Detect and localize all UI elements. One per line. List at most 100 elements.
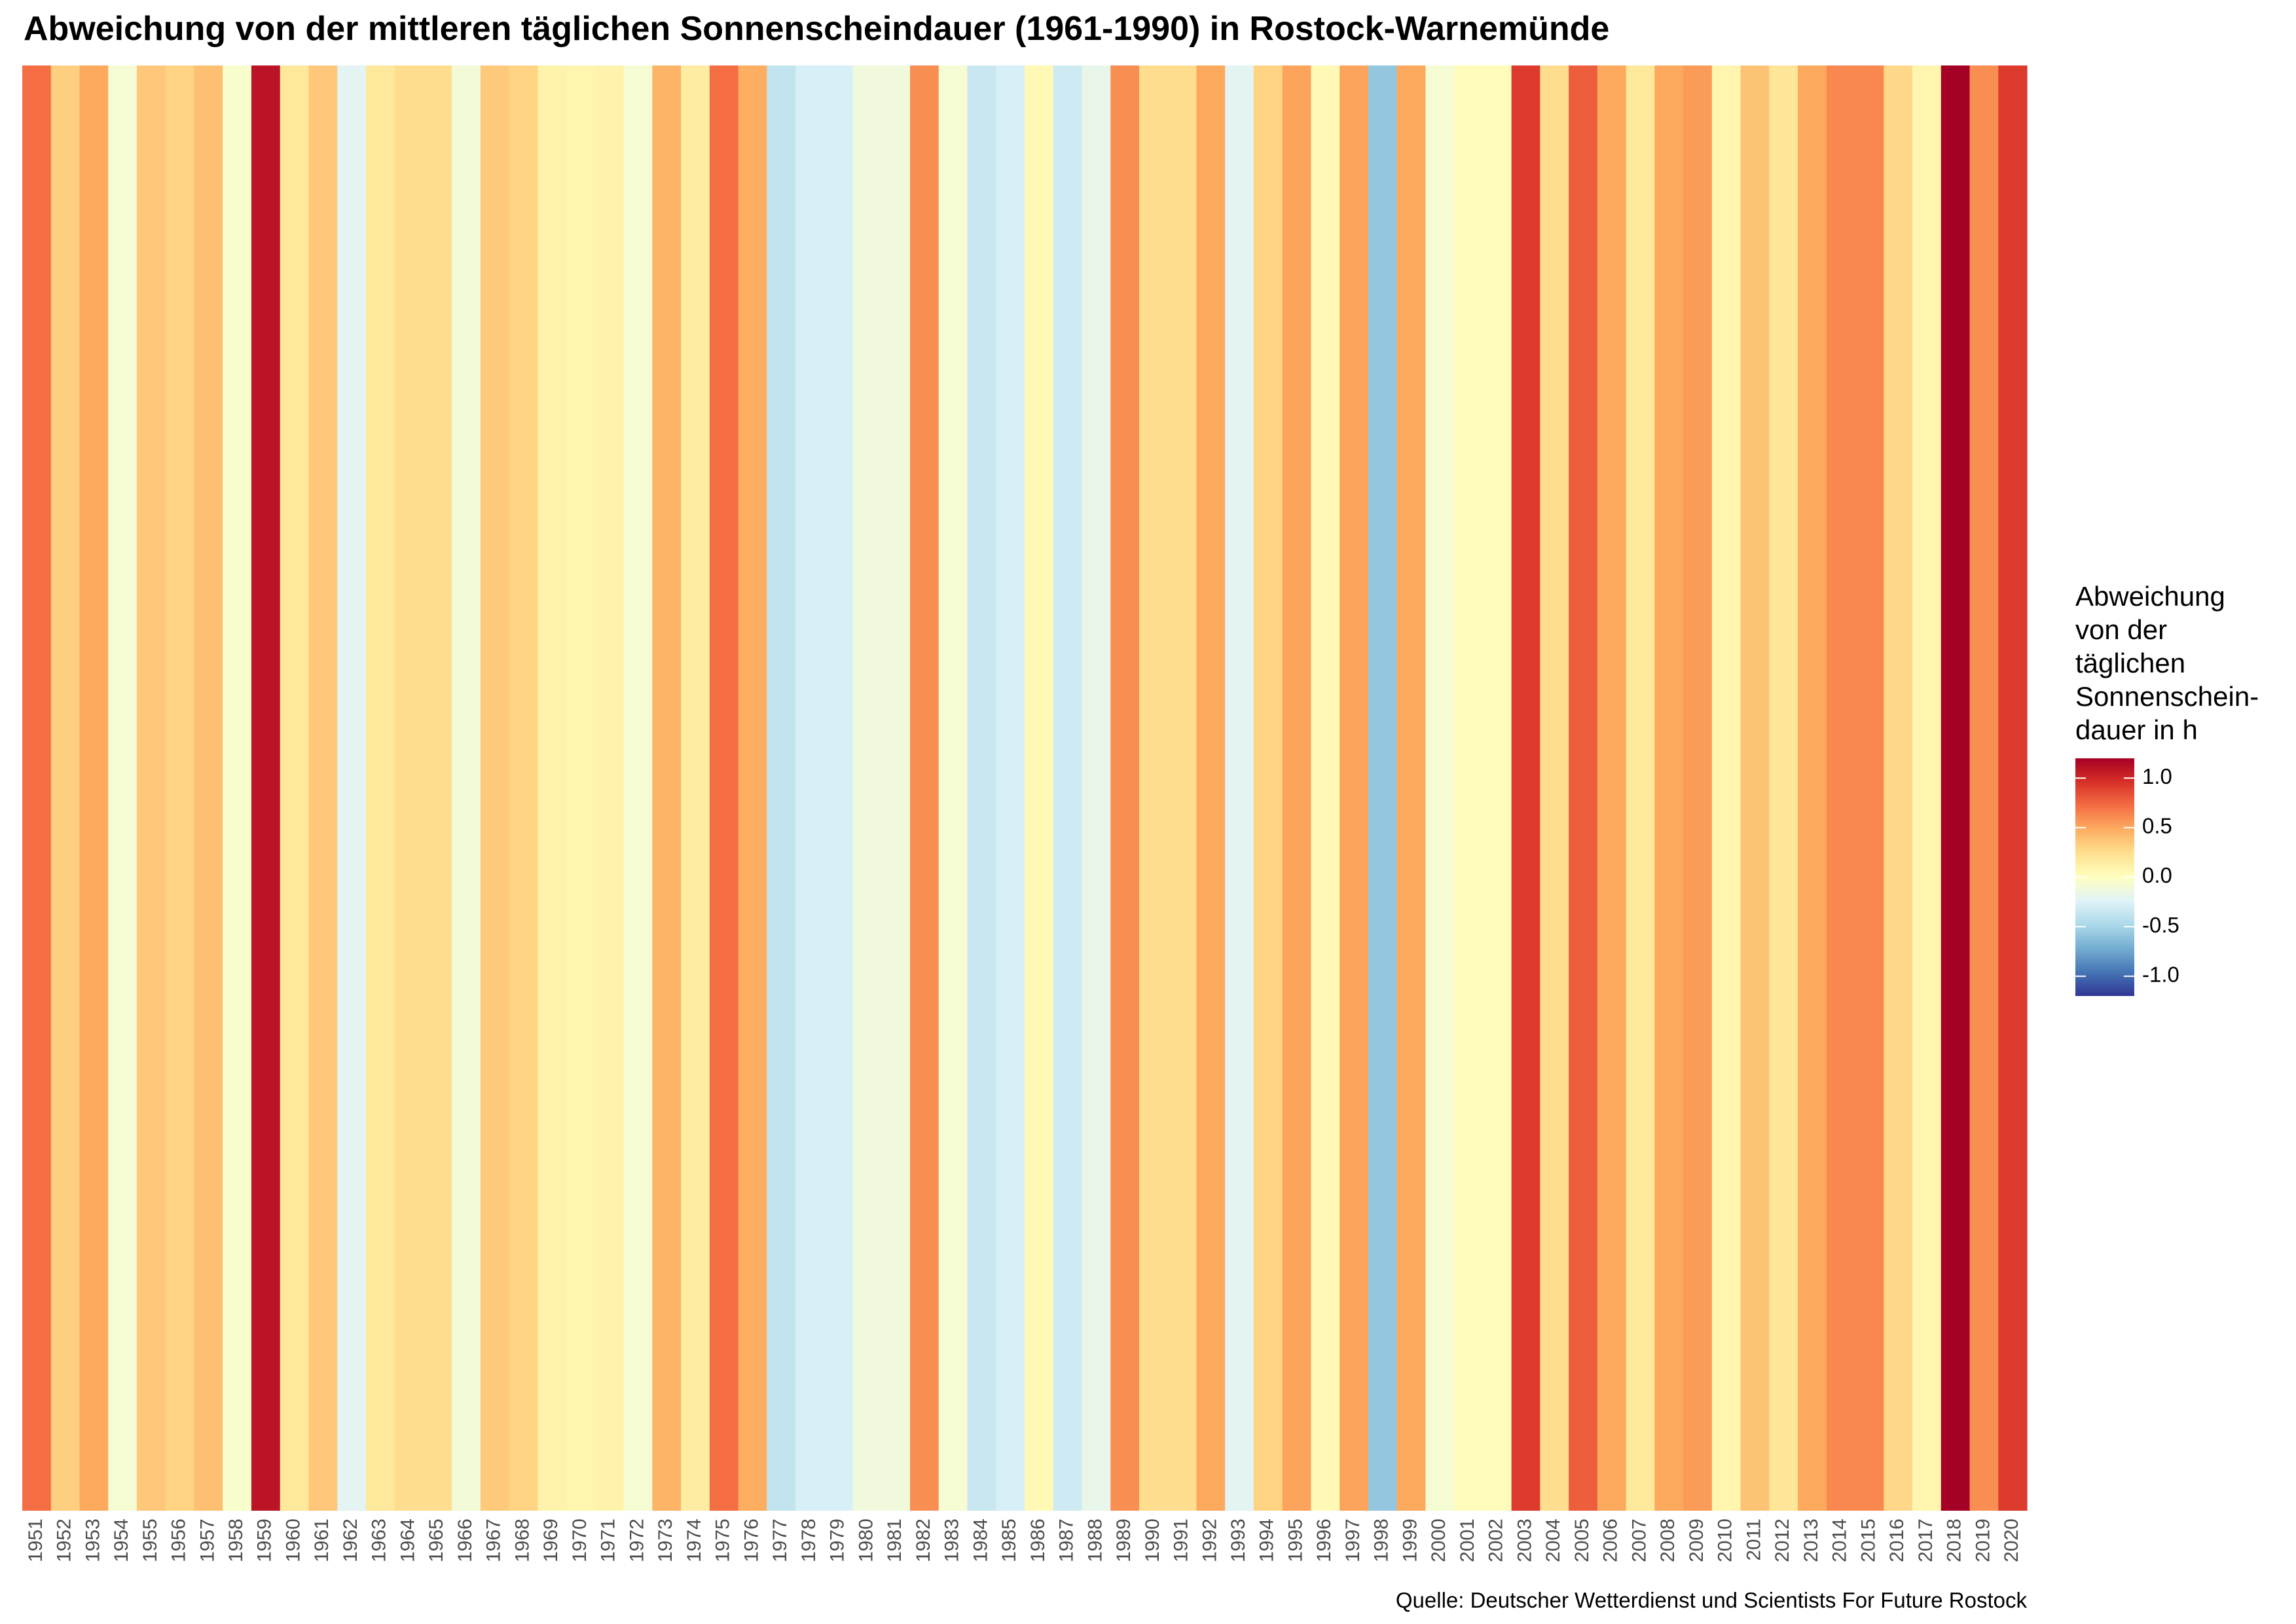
stripe-1991 — [1167, 65, 1197, 1511]
stripe-2014 — [1826, 65, 1856, 1511]
stripe-1958 — [223, 65, 252, 1511]
x-tick-label: 1977 — [769, 1519, 791, 1562]
x-tick-label: 1966 — [454, 1519, 476, 1562]
legend-title-line: täglichen — [2075, 648, 2186, 678]
stripe-2013 — [1798, 65, 1827, 1511]
x-tick-label: 2020 — [2001, 1519, 2022, 1562]
x-tick-label: 2002 — [1485, 1519, 1507, 1562]
stripe-1981 — [881, 65, 911, 1511]
stripe-1951 — [22, 65, 52, 1511]
x-tick-label: 2009 — [1686, 1519, 1707, 1562]
stripe-1993 — [1225, 65, 1254, 1511]
x-tick-label: 1984 — [970, 1519, 991, 1562]
legend-tick-label: 1.0 — [2142, 764, 2172, 788]
x-tick-label: 1989 — [1113, 1519, 1135, 1562]
stripe-2008 — [1654, 65, 1684, 1511]
x-tick-label: 1971 — [598, 1519, 619, 1562]
x-tick-label: 1996 — [1313, 1519, 1335, 1562]
x-tick-label: 1965 — [426, 1519, 447, 1562]
stripe-1999 — [1396, 65, 1426, 1511]
stripe-1953 — [79, 65, 109, 1511]
color-legend: 1.0 0.5 0.0 -0.5 -1.0 — [2075, 758, 2179, 996]
stripe-2000 — [1425, 65, 1455, 1511]
stripe-2017 — [1912, 65, 1942, 1511]
x-tick-label: 1953 — [82, 1519, 103, 1562]
x-tick-label: 2003 — [1514, 1519, 1535, 1562]
stripe-1954 — [108, 65, 137, 1511]
legend-tick-label: 0.5 — [2142, 814, 2172, 838]
x-tick-label: 1981 — [884, 1519, 905, 1562]
x-tick-label: 1998 — [1371, 1519, 1393, 1562]
x-tick-label: 1980 — [855, 1519, 877, 1562]
x-tick-label: 2013 — [1800, 1519, 1822, 1562]
x-tick-label: 2004 — [1542, 1519, 1564, 1562]
stripe-1967 — [480, 65, 510, 1511]
stripe-1969 — [538, 65, 567, 1511]
stripe-1980 — [852, 65, 882, 1511]
stripe-1994 — [1253, 65, 1283, 1511]
x-tick-label: 2017 — [1915, 1519, 1937, 1562]
stripe-2004 — [1540, 65, 1569, 1511]
stripe-1977 — [767, 65, 796, 1511]
x-tick-label: 2016 — [1886, 1519, 1908, 1562]
x-tick-label: 1970 — [569, 1519, 591, 1562]
x-tick-label: 1969 — [540, 1519, 562, 1562]
stripe-1976 — [738, 65, 767, 1511]
legend-tick-label: 0.0 — [2142, 863, 2172, 887]
stripe-1988 — [1082, 65, 1111, 1511]
x-tick-label: 1959 — [254, 1519, 276, 1562]
x-tick-label: 1972 — [626, 1519, 647, 1562]
stripe-2011 — [1740, 65, 1770, 1511]
legend-title-line: Sonnenschein- — [2075, 681, 2259, 712]
x-tick-label: 2019 — [1972, 1519, 1994, 1562]
stripe-1978 — [795, 65, 825, 1511]
x-tick-label: 1997 — [1342, 1519, 1364, 1562]
stripe-1962 — [337, 65, 367, 1511]
x-tick-label: 1958 — [225, 1519, 247, 1562]
stripe-1952 — [50, 65, 81, 1511]
x-tick-label: 1988 — [1084, 1519, 1106, 1562]
x-tick-label: 1974 — [683, 1519, 705, 1562]
stripe-1983 — [938, 65, 968, 1511]
x-tick-label: 1986 — [1027, 1519, 1049, 1562]
stripe-1987 — [1053, 65, 1083, 1511]
x-tick-label: 1967 — [483, 1519, 505, 1562]
stripe-1960 — [280, 65, 310, 1511]
stripes-group — [22, 65, 2028, 1511]
stripe-1974 — [681, 65, 710, 1511]
stripe-2002 — [1482, 65, 1512, 1511]
stripe-1997 — [1339, 65, 1369, 1511]
stripe-2012 — [1769, 65, 1798, 1511]
stripe-1992 — [1196, 65, 1226, 1511]
stripe-1996 — [1311, 65, 1340, 1511]
x-tick-label: 1999 — [1399, 1519, 1421, 1562]
x-tick-label: 1982 — [913, 1519, 934, 1562]
stripe-1956 — [165, 65, 195, 1511]
stripe-1982 — [910, 65, 939, 1511]
stripe-2016 — [1884, 65, 1913, 1511]
stripe-2009 — [1683, 65, 1713, 1511]
x-tick-label: 1955 — [139, 1519, 161, 1562]
source-caption: Quelle: Deutscher Wetterdienst und Scien… — [1395, 1588, 2027, 1612]
stripe-1972 — [623, 65, 653, 1511]
x-tick-label: 1976 — [740, 1519, 762, 1562]
stripe-2018 — [1941, 65, 1971, 1511]
x-tick-label: 1951 — [25, 1519, 46, 1562]
x-tick-label: 1956 — [168, 1519, 190, 1562]
stripe-1995 — [1282, 65, 1312, 1511]
x-tick-label: 1993 — [1228, 1519, 1249, 1562]
stripe-1957 — [194, 65, 223, 1511]
stripe-1968 — [509, 65, 538, 1511]
x-tick-label: 1985 — [998, 1519, 1020, 1562]
x-tick-label: 1957 — [196, 1519, 218, 1562]
stripe-1964 — [394, 65, 424, 1511]
legend-title-line: von der — [2075, 614, 2168, 645]
x-tick-label: 2007 — [1628, 1519, 1650, 1562]
x-tick-label: 1952 — [54, 1519, 75, 1562]
x-tick-label: 2014 — [1829, 1519, 1851, 1562]
x-tick-label: 1964 — [397, 1519, 418, 1562]
stripe-1984 — [967, 65, 996, 1511]
legend-title-line: dauer in h — [2075, 714, 2198, 745]
stripe-2006 — [1597, 65, 1627, 1511]
